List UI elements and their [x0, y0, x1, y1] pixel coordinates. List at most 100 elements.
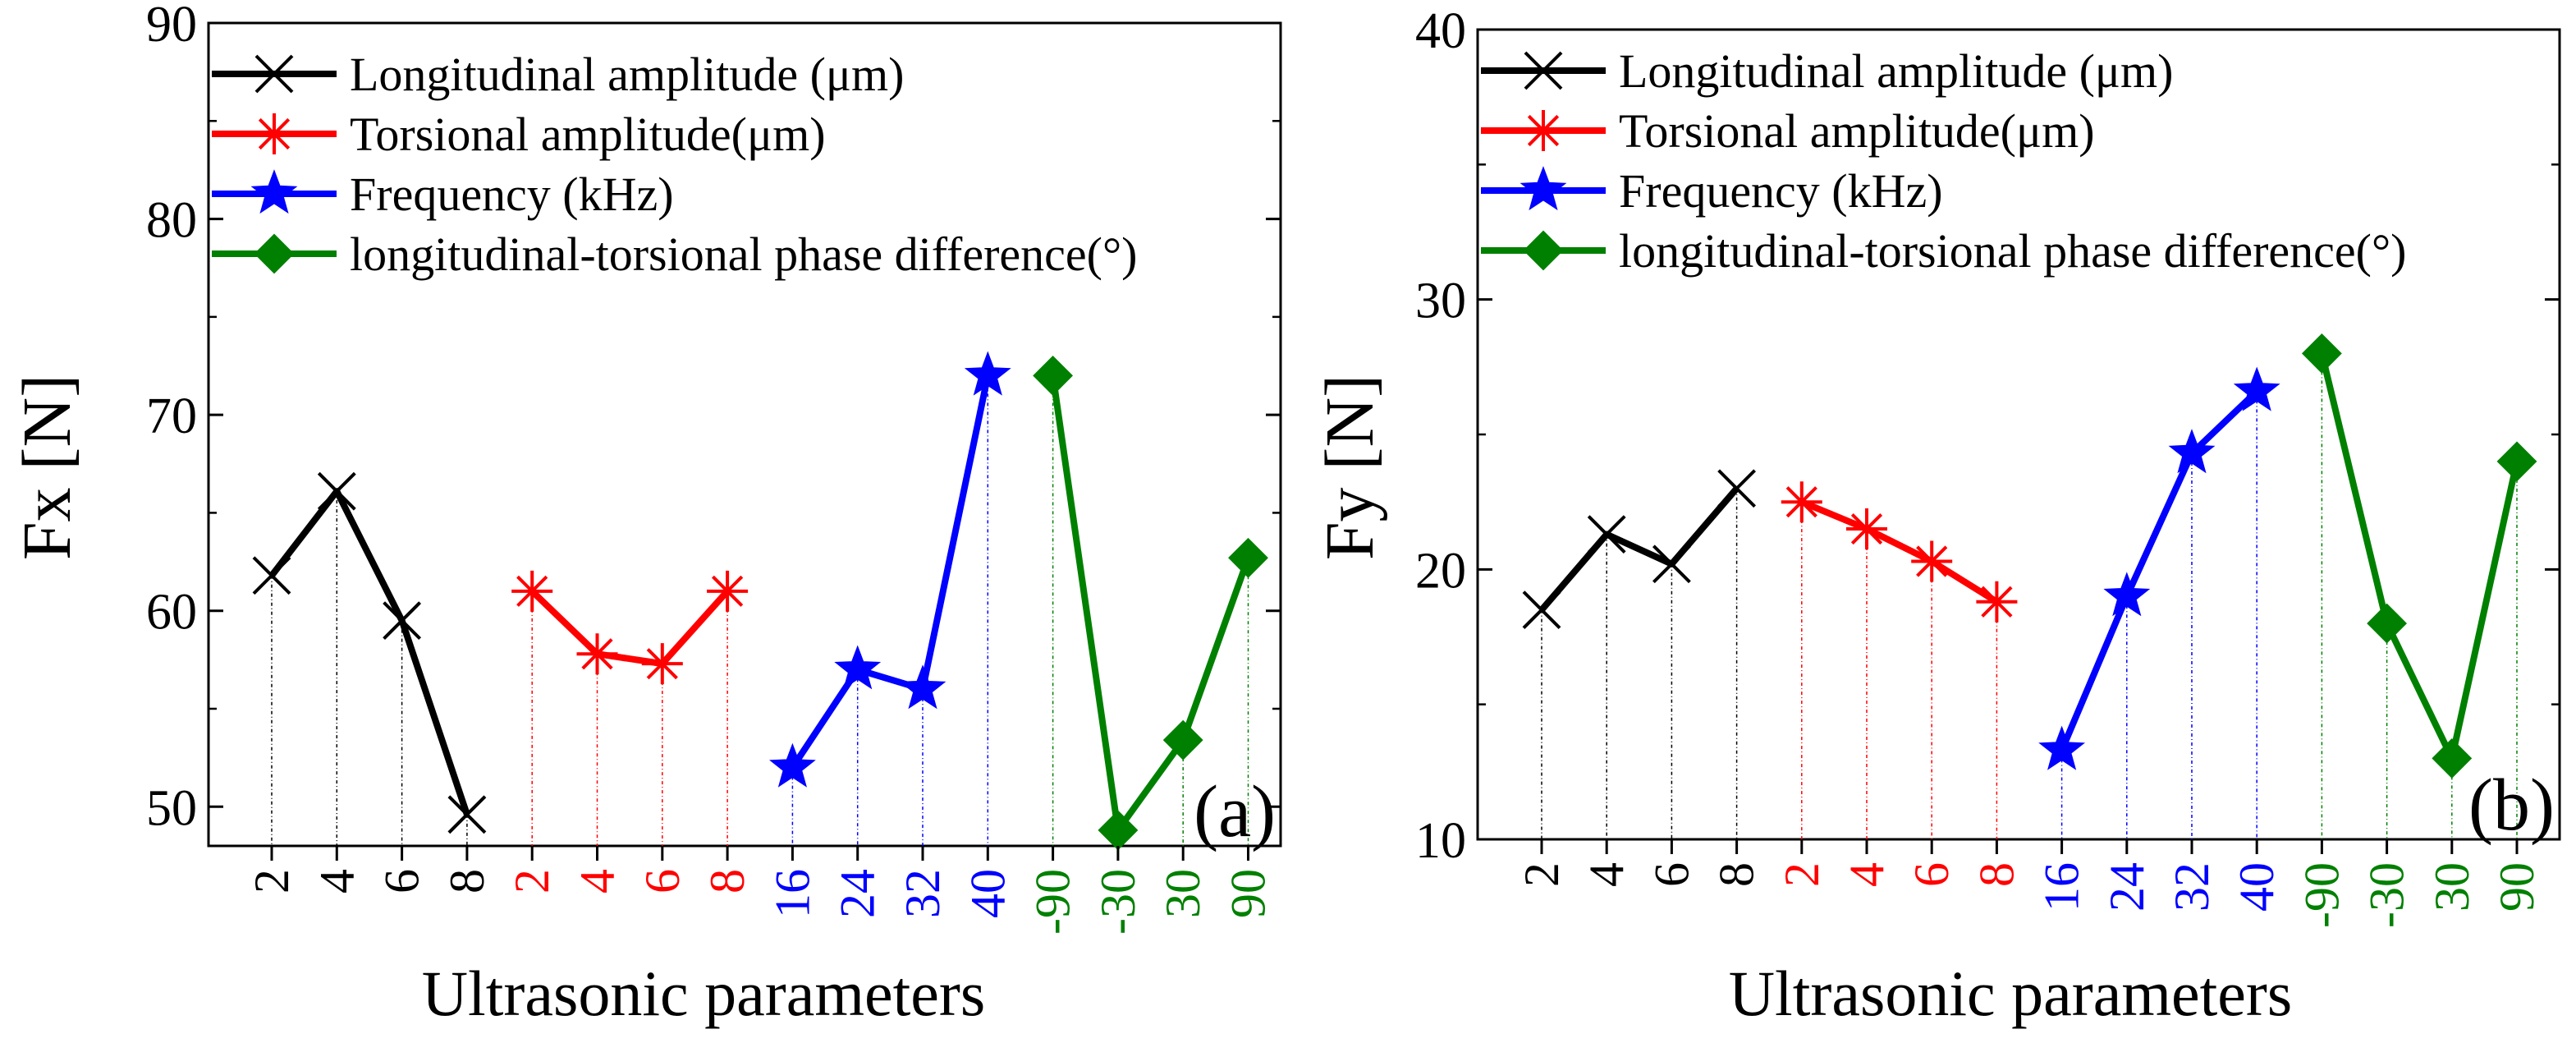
x-tick-label: -90 [1026, 869, 1080, 935]
x-tick-label: 4 [1579, 862, 1634, 887]
y-tick-label: 80 [146, 193, 197, 249]
data-point [707, 570, 749, 612]
y-tick-label: 20 [1415, 543, 1466, 599]
legend-entry-label: Frequency (kHz) [1619, 164, 1943, 218]
series-4 [2301, 333, 2537, 839]
x-tick-label: 6 [1644, 862, 1698, 887]
x-tick-label: 6 [1904, 862, 1959, 887]
series-line [1049, 374, 1252, 834]
data-point [1522, 590, 1561, 630]
x-tick-label: 24 [831, 869, 885, 918]
x-tick-label: 8 [700, 869, 754, 894]
data-point [2038, 725, 2086, 770]
series-1 [1522, 469, 1757, 839]
panel-label: (b) [2468, 765, 2555, 846]
series-line [2058, 388, 2259, 752]
data-point [447, 795, 487, 834]
x-axis-label: Ultrasonic parameters [422, 958, 986, 1029]
legend-swatch-marker [254, 54, 294, 94]
x-tick-label: 8 [440, 869, 494, 894]
data-point [1587, 515, 1626, 554]
y-tick-label: 70 [146, 388, 197, 444]
legend-entry-label: Torsional amplitude(μm) [1619, 104, 2095, 158]
legend-swatch-marker [1523, 230, 1564, 271]
x-tick-label: 2 [245, 869, 299, 894]
series-3 [768, 351, 1011, 846]
data-point [1976, 581, 2018, 623]
legend-entry-label: Torsional amplitude(μm) [350, 108, 826, 161]
x-tick-label: 2 [505, 869, 559, 894]
legend-entry-label: Frequency (kHz) [350, 168, 674, 221]
data-point [2301, 333, 2342, 374]
y-tick-label: 60 [146, 585, 197, 641]
legend-entry-label: Longitudinal amplitude (μm) [1619, 44, 2173, 98]
x-tick-label: 6 [375, 869, 429, 894]
x-tick-label: 40 [960, 869, 1015, 918]
data-point [383, 601, 422, 641]
x-tick-label: 90 [1222, 869, 1276, 918]
legend-swatch-marker [254, 113, 295, 154]
data-point [964, 351, 1011, 396]
data-point [2496, 441, 2537, 482]
data-point [1781, 481, 1822, 523]
x-tick-label: 4 [1840, 862, 1894, 887]
series-4 [1033, 356, 1268, 851]
data-point [641, 643, 683, 685]
x-tick-label: 6 [635, 869, 690, 894]
x-axis-label: Ultrasonic parameters [1729, 958, 2293, 1029]
data-point [1717, 469, 1757, 508]
x-tick-label: 4 [309, 869, 364, 894]
data-point [2432, 737, 2473, 779]
x-tick-label: 16 [2035, 862, 2089, 912]
y-tick-label: 10 [1415, 813, 1466, 869]
data-point [317, 471, 356, 511]
series-line [1800, 499, 1999, 605]
legend: Longitudinal amplitude (μm) Torsional amp… [1481, 44, 2406, 278]
series-line [1538, 486, 1739, 613]
x-tick-label: -30 [2360, 862, 2414, 928]
data-point [1228, 537, 1268, 578]
data-point [2367, 603, 2408, 644]
x-tick-label: -90 [2294, 862, 2349, 928]
x-tick-label: 90 [2490, 862, 2544, 912]
legend-entry-label: longitudinal-torsional phase difference(… [350, 227, 1137, 281]
x-tick-label: 40 [2230, 862, 2284, 912]
data-point [1162, 719, 1203, 760]
data-point [1033, 356, 1074, 396]
legend-swatch-marker [254, 233, 295, 274]
legend-swatch-marker [1519, 166, 1567, 211]
data-point [1846, 508, 1887, 549]
data-point [2168, 429, 2216, 474]
data-point [834, 645, 882, 690]
y-tick-label: 90 [146, 0, 197, 53]
data-point [1652, 544, 1691, 584]
series-line [790, 374, 992, 770]
legend-swatch-marker [1524, 51, 1563, 90]
series-line [268, 488, 470, 816]
data-point [576, 633, 618, 675]
legend-entry-label: longitudinal-torsional phase difference(… [1619, 224, 2406, 278]
data-point [899, 664, 947, 710]
legend-entry-label: Longitudinal amplitude (μm) [350, 48, 904, 101]
x-tick-label: 8 [1969, 862, 2024, 887]
data-point [2233, 366, 2280, 411]
data-point [768, 742, 816, 788]
x-tick-label: 4 [571, 869, 625, 894]
legend-swatch-marker [1523, 110, 1564, 151]
data-point [1911, 540, 1953, 582]
data-point [511, 570, 553, 612]
x-tick-label: 8 [1710, 862, 1764, 887]
y-tick-label: 40 [1415, 3, 1466, 59]
series-1 [252, 471, 487, 846]
x-tick-label: 16 [765, 869, 819, 918]
data-point [252, 556, 291, 595]
series-line [529, 588, 731, 668]
series-2 [511, 570, 749, 846]
x-tick-label: 32 [896, 869, 950, 918]
x-tick-label: 24 [2100, 862, 2154, 912]
series-line [2318, 352, 2520, 762]
x-tick-label: 2 [1775, 862, 1829, 887]
